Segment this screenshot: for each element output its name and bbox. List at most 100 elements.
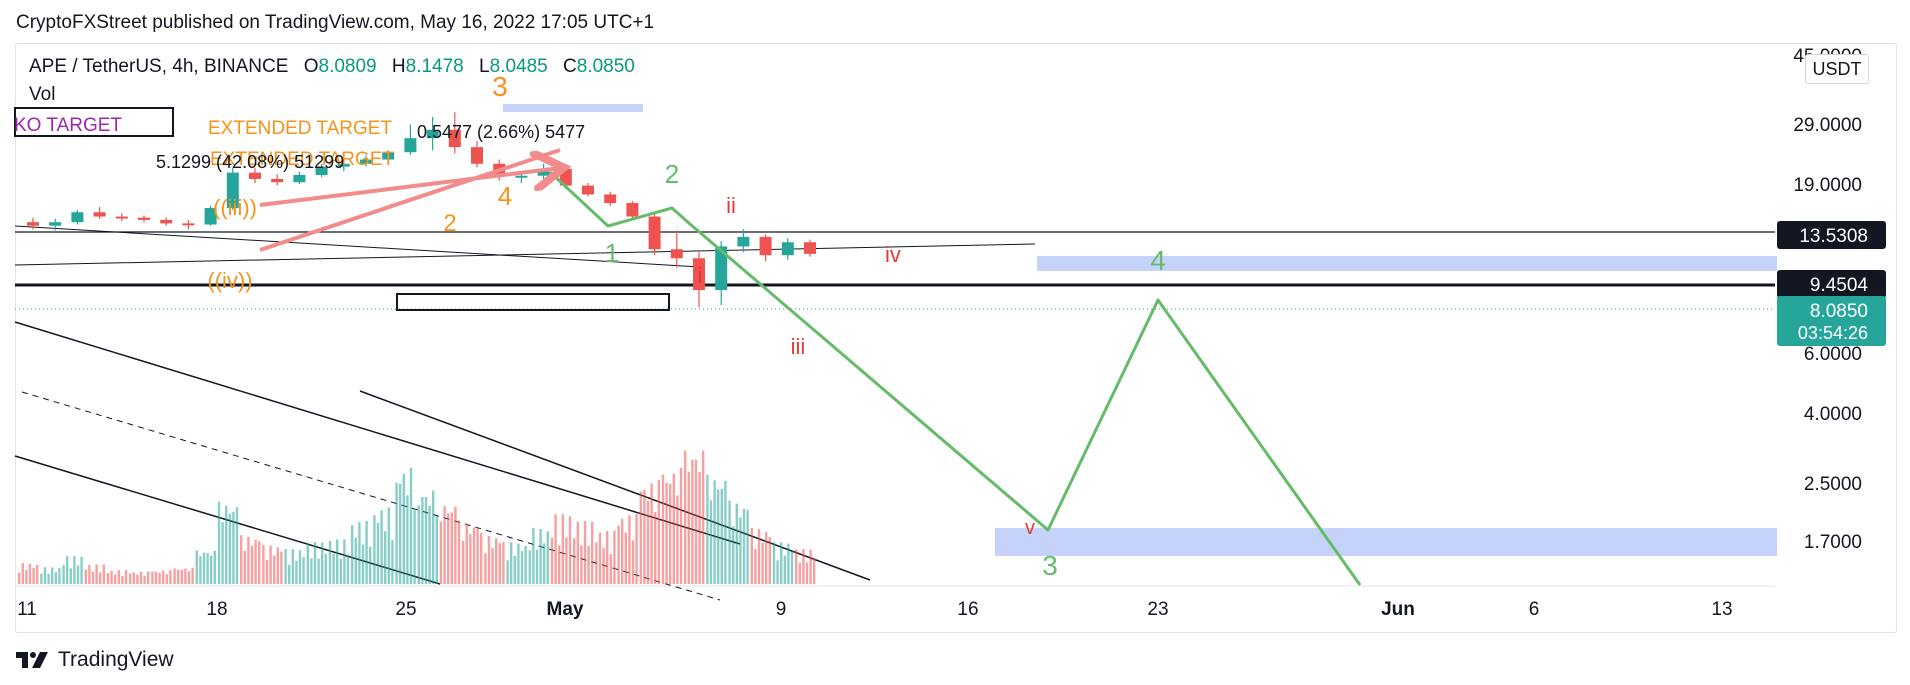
volume-bar: [502, 541, 505, 584]
candle-body: [693, 258, 705, 291]
volume-bar: [498, 543, 501, 584]
high-key: H: [391, 56, 406, 77]
volume-bar: [66, 556, 69, 584]
volume-bar: [280, 551, 283, 584]
candle-body: [249, 172, 261, 179]
candle-body: [360, 159, 372, 164]
volume-bar: [417, 505, 420, 584]
candle-body: [204, 208, 217, 225]
volume-bar: [780, 542, 783, 584]
volume-bar: [106, 572, 110, 584]
volume-bar: [384, 531, 387, 584]
zone-top: [503, 104, 643, 112]
candle-body: [27, 222, 39, 226]
volume-bar: [732, 526, 735, 584]
candle-body: [226, 172, 239, 209]
volume-bar: [28, 563, 32, 584]
volume-bar: [720, 488, 723, 584]
volume-bar: [288, 564, 291, 584]
volume-bar: [805, 562, 809, 584]
volume-bar: [717, 489, 720, 584]
volume-bar: [243, 550, 246, 584]
y-tick-label: 6.0000: [1804, 344, 1862, 365]
volume-bar: [724, 480, 727, 584]
x-tick-label: 6: [1529, 599, 1540, 620]
volume-bar: [110, 570, 113, 584]
volume-bar: [558, 545, 561, 584]
wave-label: 2: [665, 159, 679, 189]
wave-paths: [259, 150, 1362, 586]
volume-bar: [424, 496, 428, 584]
wave-label: ((iv)): [207, 268, 252, 293]
volume-bar: [676, 495, 679, 584]
volume-bar: [746, 509, 749, 584]
volume-bar: [754, 548, 757, 584]
volume-bar: [713, 480, 716, 584]
volume-bar: [602, 548, 605, 584]
volume-bar: [809, 549, 812, 584]
volume-bar: [765, 531, 768, 584]
volume-bar: [51, 567, 54, 584]
volume-bar: [225, 505, 228, 584]
volume-bar: [421, 497, 424, 584]
candle-body: [138, 217, 150, 220]
tradingview-logo-icon[interactable]: [16, 650, 50, 670]
volume-bar: [491, 547, 494, 584]
extended-target-label: EXTENDED TARGET: [210, 149, 394, 170]
price-tag: [1777, 221, 1886, 249]
volume-bar: [380, 510, 383, 584]
volume-label[interactable]: Vol: [29, 84, 56, 105]
volume-bar: [565, 537, 568, 584]
x-tick-label: 18: [206, 599, 227, 620]
candle-body: [515, 175, 528, 178]
volume-bar: [339, 558, 342, 584]
channel-line-3: [359, 390, 871, 581]
volume-bar: [21, 563, 24, 584]
volume-bar: [580, 545, 583, 584]
volume-bar: [317, 558, 320, 584]
publisher-header: CryptoFXStreet published on TradingView.…: [16, 12, 655, 33]
footer-brand[interactable]: TradingView: [58, 648, 174, 671]
candle-body: [471, 147, 483, 164]
volume-bar: [328, 540, 332, 584]
trendline-upper: [14, 225, 701, 268]
volume-bar: [561, 514, 564, 584]
volume-bar: [484, 553, 487, 584]
channel-line-2: [14, 455, 441, 585]
volume-bar: [343, 539, 346, 584]
x-tick-label: May: [547, 599, 584, 620]
bar-countdown: 03:54:26: [1798, 323, 1868, 343]
symbol-label[interactable]: APE / TetherUS, 4h, BINANCE: [29, 56, 289, 77]
currency-unit-button[interactable]: USDT: [1805, 54, 1869, 84]
volume-bar: [595, 542, 598, 584]
wave-label: iii: [791, 334, 806, 359]
volume-bar: [517, 543, 520, 584]
volume-bar: [139, 571, 143, 584]
volume-bar: [117, 570, 120, 584]
candle-body: [426, 129, 439, 139]
volume-bar: [158, 572, 161, 584]
candle-body: [271, 178, 284, 183]
volume-bar: [154, 571, 158, 584]
volume-bar: [591, 521, 594, 584]
volume-bar: [332, 553, 335, 584]
candle-body: [115, 216, 128, 219]
high-value: 8.1478: [405, 56, 464, 77]
volume-bar: [351, 525, 354, 584]
volume-bar: [439, 521, 443, 584]
volume-bar: [32, 567, 35, 584]
low-key: L: [479, 56, 490, 77]
volume-bar: [369, 546, 372, 584]
candle-body: [715, 246, 728, 291]
volume-bar: [617, 525, 620, 584]
volume-bar: [399, 483, 402, 584]
volume-bar: [136, 574, 139, 584]
wave-label: ((iii)): [213, 195, 257, 220]
wave-label: 4: [1150, 245, 1166, 276]
price-tag-value: 9.4504: [1810, 275, 1869, 296]
volume-bar: [798, 562, 801, 584]
volume-bar: [254, 539, 257, 584]
volume-bar: [646, 500, 650, 584]
volume-bar: [465, 523, 468, 584]
